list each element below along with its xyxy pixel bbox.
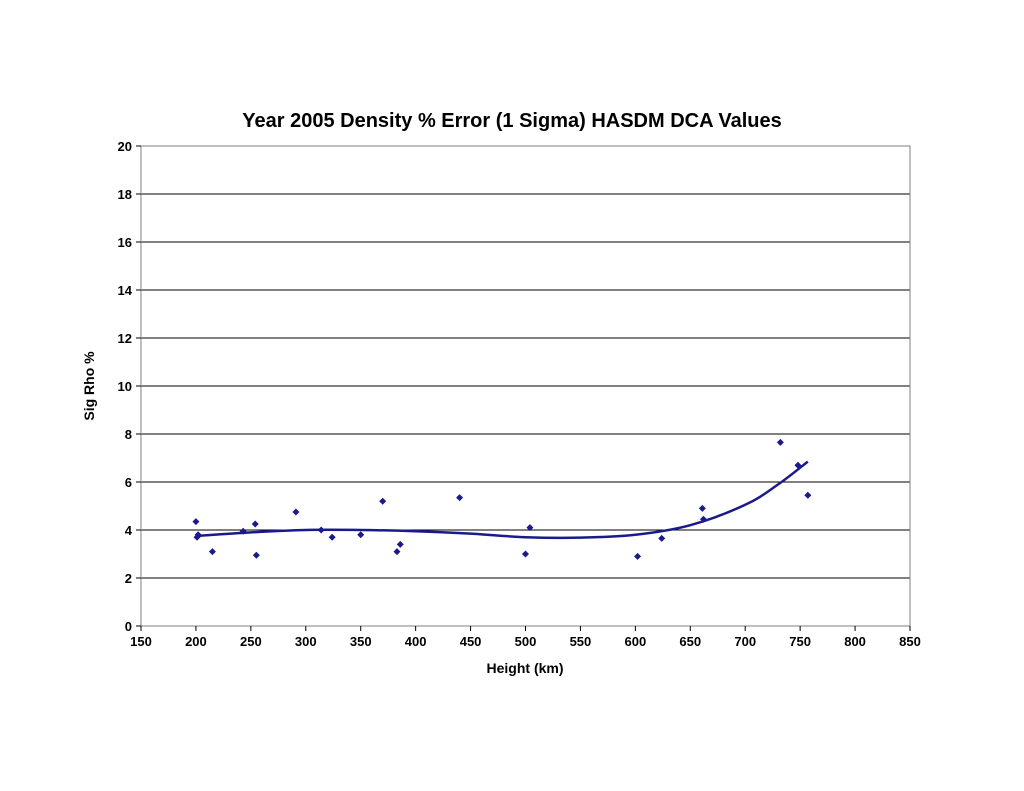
data-point (699, 515, 707, 523)
data-point (192, 518, 200, 526)
data-point (776, 438, 784, 446)
y-tick-label: 8 (125, 427, 132, 442)
data-point (526, 524, 534, 532)
data-point (396, 540, 404, 548)
data-point (252, 551, 260, 559)
x-tick-label: 600 (625, 634, 647, 649)
y-axis-label: Sig Rho % (81, 351, 97, 421)
data-point (794, 461, 802, 469)
data-point (194, 531, 202, 539)
x-tick-label: 250 (240, 634, 262, 649)
x-tick-label: 300 (295, 634, 317, 649)
x-axis-ticks: 150 200 250 300 350 400 450 500 550 600 650 700 750 8… (130, 626, 921, 649)
y-tick-label: 14 (118, 283, 133, 298)
y-axis-ticks: 0 2 4 6 8 10 12 14 16 18 20 (118, 139, 141, 634)
data-point (698, 504, 706, 512)
data-point (251, 520, 259, 528)
y-tick-label: 2 (125, 571, 132, 586)
data-point (208, 548, 216, 556)
data-point (456, 494, 464, 502)
x-tick-label: 750 (789, 634, 811, 649)
data-point (658, 534, 666, 542)
y-tick-label: 12 (118, 331, 132, 346)
data-point (804, 491, 812, 499)
x-axis-label: Height (km) (487, 660, 564, 676)
data-point (634, 552, 642, 560)
x-tick-label: 500 (515, 634, 537, 649)
x-tick-label: 200 (185, 634, 207, 649)
data-point (317, 526, 325, 534)
x-tick-label: 650 (679, 634, 701, 649)
y-tick-label: 18 (118, 187, 132, 202)
x-tick-label: 700 (734, 634, 756, 649)
x-tick-label: 550 (570, 634, 592, 649)
data-point (393, 548, 401, 556)
x-tick-label: 400 (405, 634, 427, 649)
y-tick-label: 16 (118, 235, 132, 250)
x-tick-label: 800 (844, 634, 866, 649)
x-tick-label: 450 (460, 634, 482, 649)
data-point (239, 527, 247, 535)
data-point (379, 497, 387, 505)
x-tick-label: 850 (899, 634, 921, 649)
y-tick-label: 20 (118, 139, 132, 154)
y-tick-label: 6 (125, 475, 132, 490)
trendline (195, 460, 809, 540)
y-tick-label: 10 (118, 379, 132, 394)
chart-title: Year 2005 Density % Error (1 Sigma) HASD… (242, 110, 781, 132)
y-tick-label: 0 (125, 619, 132, 634)
data-point (292, 508, 300, 516)
data-point (328, 533, 336, 541)
data-point (522, 550, 529, 558)
data-point (357, 531, 365, 539)
y-tick-label: 4 (125, 523, 133, 538)
x-tick-label: 150 (130, 634, 152, 649)
data-points (192, 438, 812, 560)
x-tick-label: 350 (350, 634, 372, 649)
